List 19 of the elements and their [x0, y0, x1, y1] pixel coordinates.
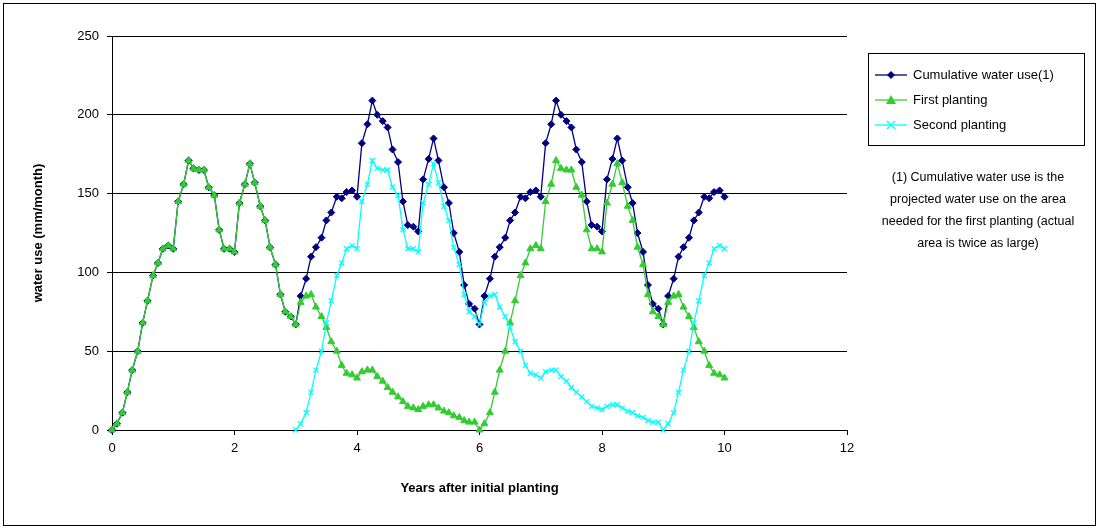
legend-label: Second planting — [913, 117, 1007, 132]
y-tick-label: 150 — [77, 185, 99, 201]
y-tick-label: 200 — [77, 106, 99, 122]
x-tick-label: 10 — [717, 440, 732, 456]
x-tick-label: 6 — [475, 440, 484, 456]
x-tick-label: 2 — [230, 440, 239, 456]
x-tick-label: 0 — [108, 440, 116, 456]
x-tick-label: 4 — [353, 440, 361, 456]
x-tick-label: 8 — [598, 440, 606, 456]
y-tick-label: 250 — [77, 27, 99, 43]
text: (1) Cumulative water use is the projected water use on the area needed for the first planting (actual area is twice as large) — [880, 169, 1076, 252]
x-axis-title: Years after initial planting — [400, 479, 559, 495]
x-tick-label: 12 — [839, 440, 855, 456]
y-tick-label: 0 — [91, 421, 99, 437]
y-axis-title: water use (mm/month) — [30, 163, 46, 304]
y-tick-label: 100 — [77, 263, 99, 279]
legend-label: Cumulative water use(1) — [913, 67, 1054, 82]
y-tick-label: 50 — [84, 342, 99, 358]
legend-label: First planting — [913, 92, 988, 107]
